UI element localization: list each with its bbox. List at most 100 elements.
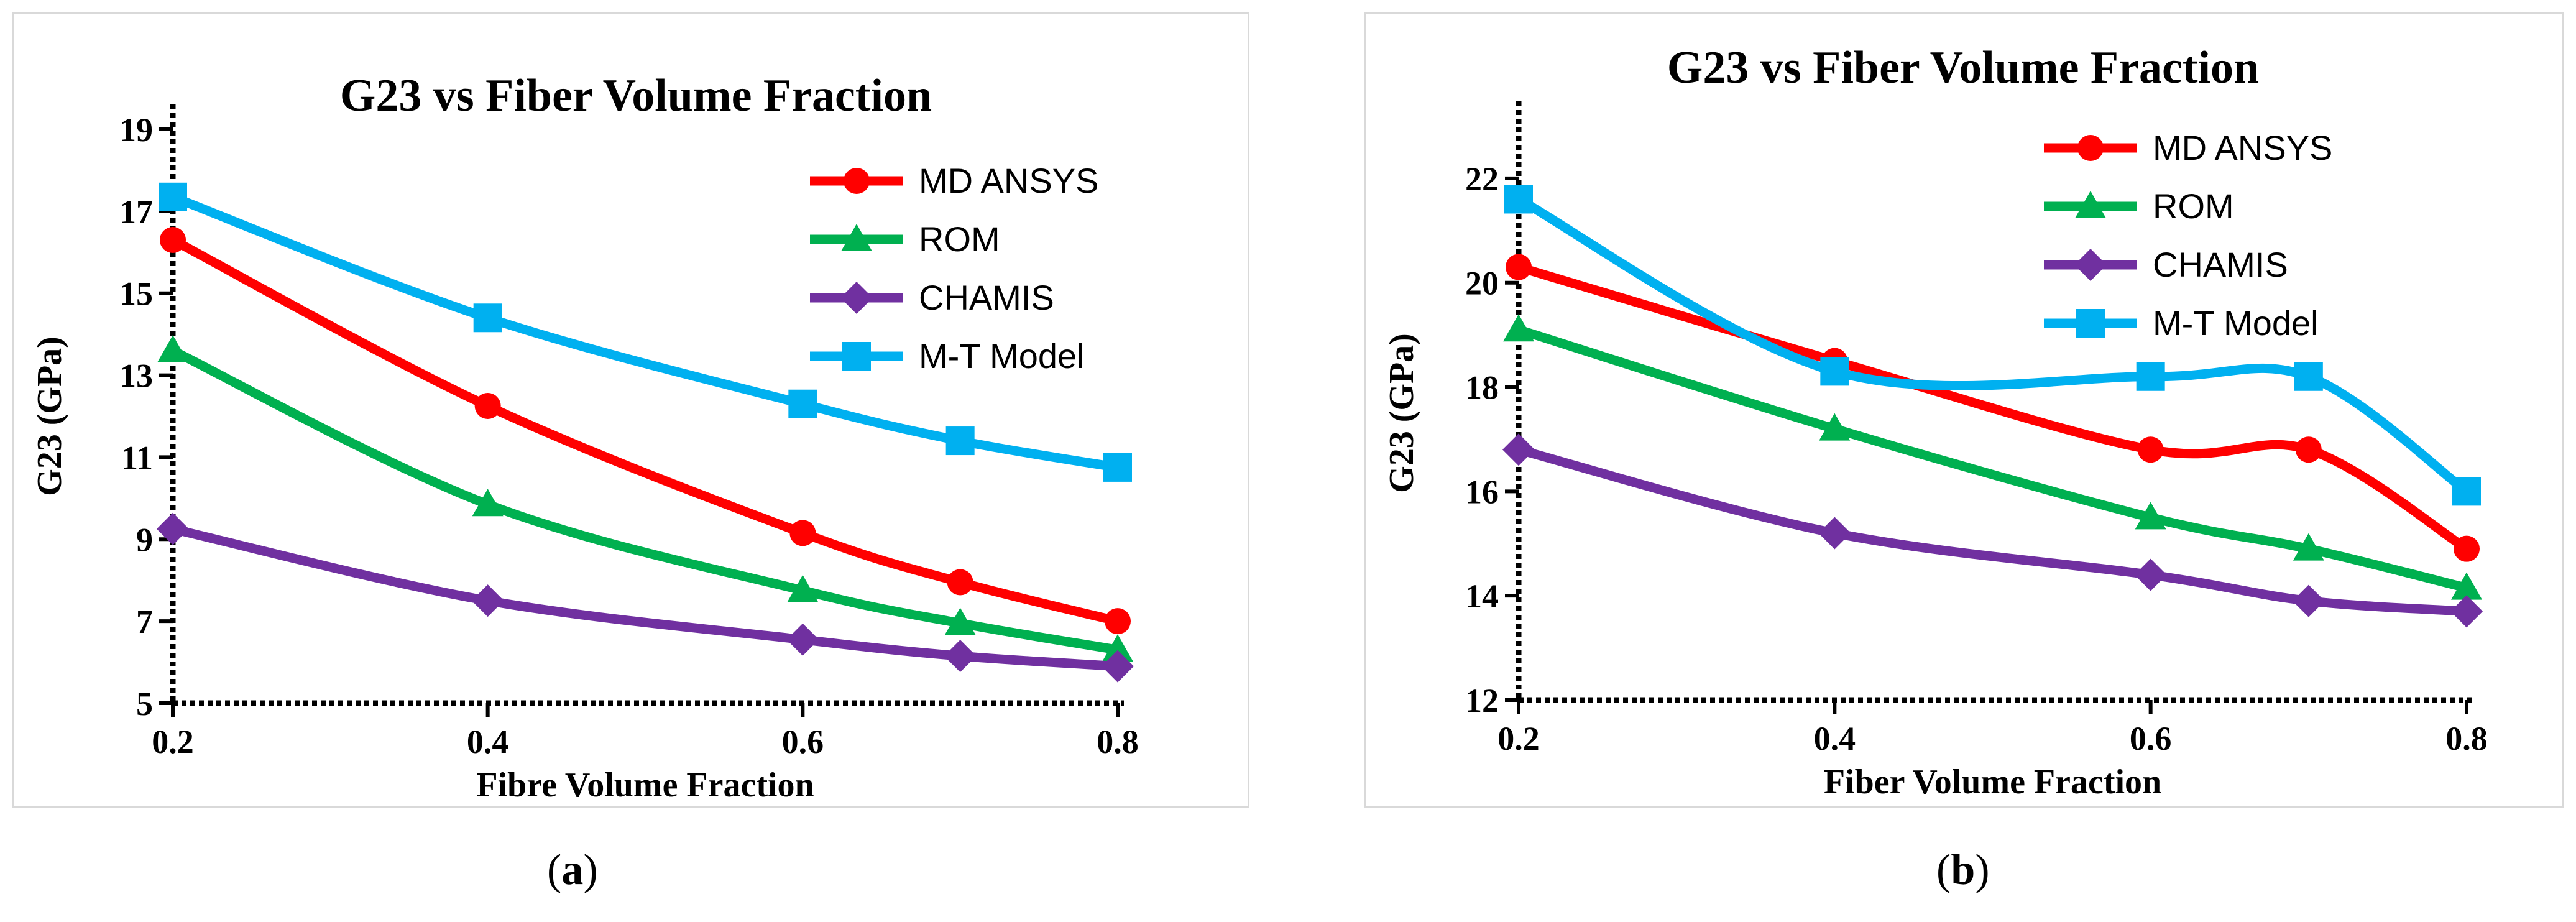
chart-a-x-tick-label: 0.2 bbox=[152, 723, 194, 760]
chart-a-legend-marker bbox=[840, 282, 873, 314]
chart-b-legend-item: CHAMIS bbox=[2044, 245, 2288, 284]
chart-b-legend-item: MD ANSYS bbox=[2044, 128, 2332, 167]
chart-b-series-m-t-model bbox=[1504, 185, 2481, 506]
chart-a-series-m-t-model-point bbox=[473, 303, 502, 333]
chart-a-x-tick-label: 0.4 bbox=[467, 723, 509, 760]
chart-a-legend-item: ROM bbox=[810, 219, 1000, 259]
chart-a-series-m-t-model-point bbox=[1103, 453, 1132, 482]
chart-a-legend-marker bbox=[841, 224, 872, 251]
chart-b-y-axis-label: G23 (GPa) bbox=[1382, 333, 1421, 493]
chart-a-legend-item: CHAMIS bbox=[810, 278, 1054, 317]
chart-a-x-tick-label: 0.8 bbox=[1097, 723, 1139, 760]
chart-b-x-axis-label: Fiber Volume Fraction bbox=[1824, 763, 2161, 801]
chart-a-legend-item: MD ANSYS bbox=[810, 161, 1098, 200]
chart-b-legend-marker bbox=[2074, 249, 2107, 281]
chart-b-series-rom-point bbox=[1819, 413, 1851, 441]
chart-a-y-axis-label: G23 (GPa) bbox=[30, 336, 69, 496]
chart-b-series-md-ansys-point bbox=[2454, 535, 2480, 562]
chart-a-series-md-ansys-line bbox=[168, 235, 1123, 626]
chart-b-series-md-ansys-point bbox=[2137, 436, 2164, 463]
chart-b-y-tick-label: 12 bbox=[1465, 682, 1499, 719]
chart-a-series-rom-point bbox=[944, 607, 976, 635]
chart-a-y-tick-label: 11 bbox=[121, 439, 153, 476]
chart-b-x-tick-label: 0.4 bbox=[1814, 720, 1856, 757]
chart-a-series-chamis bbox=[157, 512, 1134, 683]
chart-a-svg: G23 vs Fiber Volume Fraction 5 7 9 11 13 15 17 1… bbox=[30, 70, 1139, 804]
chart-a-series-m-t-model-point bbox=[159, 182, 187, 211]
chart-a-y-tick-label: 17 bbox=[119, 193, 153, 231]
chart-a-series-md-ansys-point bbox=[789, 520, 816, 546]
caption-b: (b) bbox=[1936, 846, 1990, 894]
chart-a-y-tick-label: 15 bbox=[119, 275, 153, 313]
chart-a-x-tick-label: 0.6 bbox=[782, 723, 824, 760]
chart-a-series-md-ansys-point bbox=[160, 227, 186, 254]
chart-b-series-rom-point bbox=[2451, 572, 2482, 600]
chart-b-title: G23 vs Fiber Volume Fraction bbox=[1667, 42, 2259, 93]
chart-b-x-tick-label: 0.6 bbox=[2130, 720, 2172, 757]
chart-a-title: G23 vs Fiber Volume Fraction bbox=[340, 70, 932, 121]
chart-b-x-tick-label: 0.8 bbox=[2445, 720, 2488, 757]
chart-a-legend-label: ROM bbox=[919, 219, 1000, 259]
caption-a-letter: a bbox=[561, 846, 584, 894]
chart-a-y-tick-label: 7 bbox=[136, 603, 153, 640]
chart-a-series-chamis-point bbox=[1102, 650, 1134, 683]
chart-b-series-md-ansys-point bbox=[2295, 436, 2322, 463]
chart-b-series-md-ansys-line bbox=[1514, 262, 2472, 554]
chart-b-series-m-t-model-point bbox=[1504, 185, 1533, 214]
chart-a-series-chamis-line bbox=[168, 524, 1123, 671]
chart-b-series-chamis-line bbox=[1514, 445, 2472, 616]
chart-a-series-m-t-model-point bbox=[945, 426, 975, 456]
chart-b-legend-item: ROM bbox=[2044, 187, 2234, 226]
chart-b-legend-marker bbox=[2077, 135, 2104, 161]
caption-a: (a) bbox=[547, 846, 598, 894]
chart-a-series-chamis-point bbox=[471, 584, 504, 617]
chart-b-legend-marker bbox=[2076, 309, 2105, 338]
chart-b-legend-item: M-T Model bbox=[2044, 303, 2319, 343]
chart-b-series-rom-line bbox=[1514, 325, 2472, 593]
chart-a-legend-item: M-T Model bbox=[810, 336, 1085, 376]
chart-a-series-chamis-point bbox=[786, 623, 819, 656]
chart-b-y-tick-label: 16 bbox=[1465, 473, 1499, 510]
chart-a-legend-marker bbox=[842, 342, 871, 371]
chart-b-legend-label: CHAMIS bbox=[2153, 245, 2288, 284]
chart-a-axes: 5 7 9 11 13 15 17 19 0.2 0.4 0.6 0.8 bbox=[119, 104, 1139, 760]
chart-b-series-chamis-point bbox=[2292, 584, 2325, 617]
chart-b-legend-label: M-T Model bbox=[2153, 303, 2319, 343]
chart-a-series-rom bbox=[157, 335, 1133, 662]
chart-a-series-rom-point bbox=[787, 574, 819, 602]
chart-a-series-rom-point bbox=[472, 489, 504, 517]
chart-b-series-chamis-point bbox=[2450, 595, 2483, 628]
chart-a-series-md-ansys-point bbox=[474, 393, 501, 420]
chart-a-y-tick-label: 5 bbox=[136, 685, 153, 722]
chart-a-series-md-ansys bbox=[160, 227, 1131, 635]
chart-a-series-md-ansys-point bbox=[1105, 608, 1131, 635]
chart-a-legend-label: MD ANSYS bbox=[919, 161, 1098, 200]
chart-a-y-tick-label: 19 bbox=[119, 111, 153, 149]
chart-a-legend-marker bbox=[844, 168, 870, 194]
chart-a-series-chamis-point bbox=[157, 512, 189, 545]
chart-b-series-m-t-model-point bbox=[1820, 357, 1849, 386]
chart-a-y-tick-label: 9 bbox=[136, 521, 153, 558]
chart-b-legend-label: ROM bbox=[2153, 187, 2234, 226]
chart-b-series-rom bbox=[1503, 314, 2482, 600]
chart-b-x-tick-label: 0.2 bbox=[1497, 720, 1540, 757]
chart-b-series-chamis-point bbox=[2134, 558, 2167, 591]
chart-b-y-tick-label: 18 bbox=[1465, 369, 1499, 407]
chart-b-series-m-t-model-line bbox=[1514, 194, 2472, 496]
chart-b-series-md-ansys bbox=[1506, 254, 2480, 562]
chart-b-y-tick-label: 14 bbox=[1465, 578, 1499, 615]
chart-b-series-rom-point bbox=[1503, 314, 1534, 342]
chart-a-series-rom-point bbox=[157, 335, 188, 363]
chart-panel-b: G23 vs Fiber Volume Fraction 12 14 16 18 20 22… bbox=[1364, 12, 2564, 808]
chart-b-series-rom-point bbox=[2135, 502, 2166, 530]
chart-b-series-chamis bbox=[1502, 433, 2483, 628]
chart-a-legend-label: CHAMIS bbox=[919, 278, 1054, 317]
chart-a-series-chamis-point bbox=[944, 640, 977, 673]
chart-panel-a: G23 vs Fiber Volume Fraction 5 7 9 11 13 15 17 1… bbox=[12, 12, 1249, 808]
chart-b-legend-marker bbox=[2075, 191, 2106, 218]
chart-a-series-m-t-model-point bbox=[788, 389, 817, 418]
chart-b-series-md-ansys-point bbox=[1506, 254, 1532, 280]
chart-b-y-tick-label: 22 bbox=[1465, 160, 1499, 198]
chart-b-y-tick-label: 20 bbox=[1465, 265, 1499, 302]
chart-a-series-m-t-model-line bbox=[168, 192, 1123, 473]
